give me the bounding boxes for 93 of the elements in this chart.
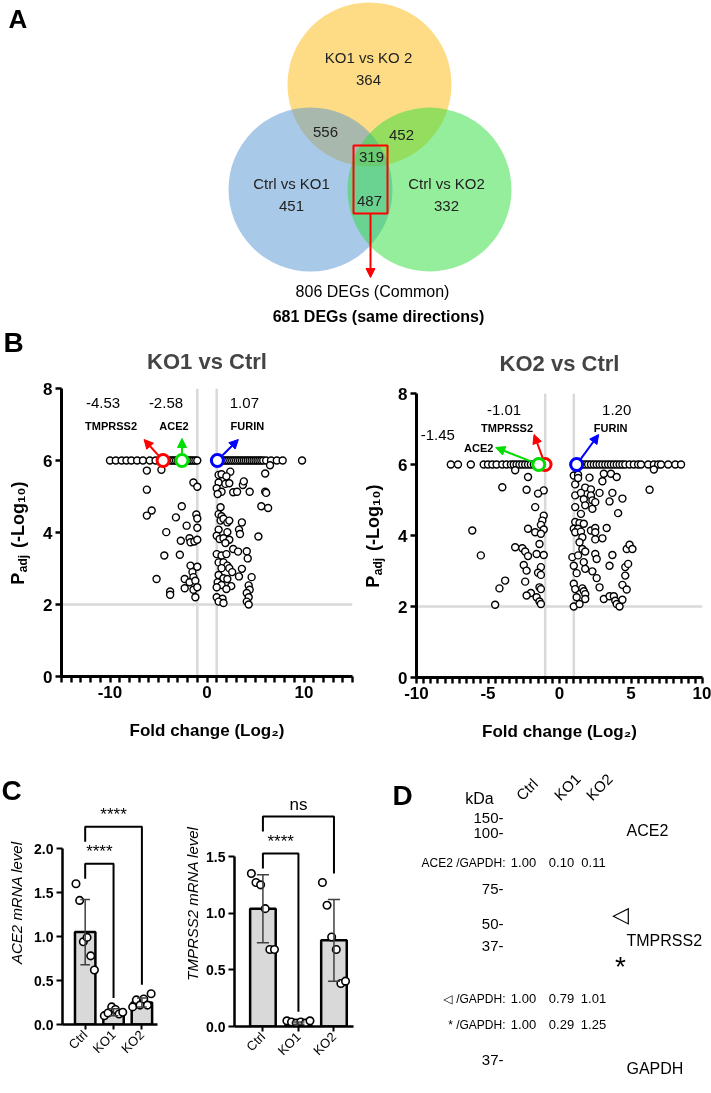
y-tick-label: 4 <box>398 526 409 546</box>
y-tick-label: 0 <box>43 667 53 687</box>
text: **** <box>100 804 128 824</box>
text: 150- <box>473 808 504 826</box>
x-tick-label: -10 <box>97 682 123 702</box>
y-tick-label: 6 <box>398 455 408 475</box>
data-label: 332 <box>433 196 460 214</box>
y-tick-label: 0.5 <box>34 972 54 989</box>
text: TMPRSS2 <box>85 419 138 432</box>
text: 681 DEGs (same directions) <box>272 308 485 325</box>
y-tick-label: 8 <box>43 379 53 399</box>
data-label: 0.79 <box>548 991 575 1006</box>
y-tick-label: 6 <box>43 451 53 471</box>
text: ns <box>289 794 308 814</box>
y-tick-label: 0.0 <box>34 1016 54 1033</box>
x-tick-label: -5 <box>480 683 496 703</box>
y-axis-title: Padj (-Log₁₀) <box>362 484 385 588</box>
text: 75- <box>481 879 504 897</box>
text: 452 <box>388 125 415 143</box>
chart-title: KO2 vs Ctrl <box>499 350 620 376</box>
annotation: -1.01 <box>486 400 522 418</box>
legend-label: ACE2 <box>464 441 494 454</box>
y-axis-title: ACE2 mRNA level <box>8 841 25 965</box>
data-label: 0.10 <box>548 855 575 870</box>
text: FURIN <box>230 419 265 432</box>
data-label: 1.00 <box>510 1017 537 1032</box>
annotation: **** <box>86 841 113 861</box>
y-axis-title: Padj (-Log₁₀) <box>7 481 30 585</box>
text: * <box>615 951 627 982</box>
data-label: 451 <box>278 196 305 214</box>
series-label: ACE2 /GAPDH: <box>421 855 506 870</box>
text: FURIN <box>593 421 628 434</box>
text: 556 <box>312 122 339 140</box>
x-tick-label: Ctrl <box>243 1029 269 1055</box>
text: TMPRSS2 <box>481 421 534 434</box>
y-tick-label: 1.0 <box>34 928 54 945</box>
y-tick-label: 1.0 <box>206 905 226 922</box>
text: 319 <box>358 147 385 165</box>
text: 50- <box>481 914 504 932</box>
x-tick-label: KO1 <box>89 1027 119 1057</box>
x-axis-title: Fold change (Log₂) <box>482 721 637 741</box>
x-tick-label: Ctrl <box>65 1027 91 1053</box>
x-tick-label: KO1 <box>274 1029 304 1059</box>
annotation: -4.53 <box>85 393 121 411</box>
series-label: KO1 vs KO 2 <box>324 49 413 66</box>
text: 487 <box>356 191 383 209</box>
annotation: -2.58 <box>148 393 184 411</box>
x-tick-label: 0 <box>554 683 565 703</box>
annotation: 1.20 <box>602 400 632 418</box>
category-label: Ctrl <box>512 774 542 804</box>
text: 37- <box>481 1050 504 1068</box>
text: GAPDH <box>626 1060 684 1077</box>
text: ACE2 <box>159 419 189 432</box>
y-tick-label: 0.0 <box>206 1018 226 1035</box>
text: 37- <box>481 936 504 954</box>
y-tick-label: 0.5 <box>206 961 226 978</box>
text: B <box>3 327 24 358</box>
text: A <box>8 3 28 34</box>
x-tick-label: 5 <box>626 683 636 703</box>
data-label: 1.25 <box>580 1017 607 1032</box>
annotation: -1.45 <box>420 425 455 443</box>
text: C <box>1 775 22 806</box>
y-tick-label: 1.5 <box>206 848 226 865</box>
text: TMPRSS2 <box>626 932 703 949</box>
series-label: Ctrl vs KO1 <box>253 175 330 192</box>
y-tick-label: 2 <box>43 595 53 615</box>
y-tick-label: 4 <box>43 523 54 543</box>
data-label: 1.01 <box>580 991 607 1006</box>
data-label: 364 <box>355 70 382 88</box>
annotation: 1.07 <box>229 393 259 411</box>
data-label: 0.11 <box>581 855 606 870</box>
text: **** <box>267 831 295 851</box>
data-label: 1.00 <box>510 855 537 870</box>
text: kDa <box>465 790 494 807</box>
x-tick-label: 10 <box>692 683 711 703</box>
text: 806 DEGs (Common) <box>295 283 450 300</box>
text: ◁ <box>612 902 630 927</box>
chart-title: KO1 vs Ctrl <box>147 348 267 374</box>
y-tick-label: 1.5 <box>34 884 54 901</box>
text: ◁ /GAPDH: <box>442 991 506 1006</box>
y-tick-label: 2.0 <box>34 840 54 857</box>
data-label: 0.29 <box>548 1017 575 1032</box>
series-label: Ctrl vs KO2 <box>408 175 485 192</box>
text: ACE2 <box>626 822 669 839</box>
x-tick-label: 10 <box>294 682 314 702</box>
text: D <box>392 780 413 811</box>
x-axis-title: Fold change (Log₂) <box>129 720 285 740</box>
y-axis-title: TMPRSS2 mRNA level <box>184 826 201 981</box>
data-label: 1.00 <box>510 991 537 1006</box>
y-tick-label: 8 <box>398 384 408 404</box>
text: * /GAPDH: <box>448 1017 506 1032</box>
text: 100- <box>473 823 504 841</box>
y-tick-label: 2 <box>398 597 408 617</box>
